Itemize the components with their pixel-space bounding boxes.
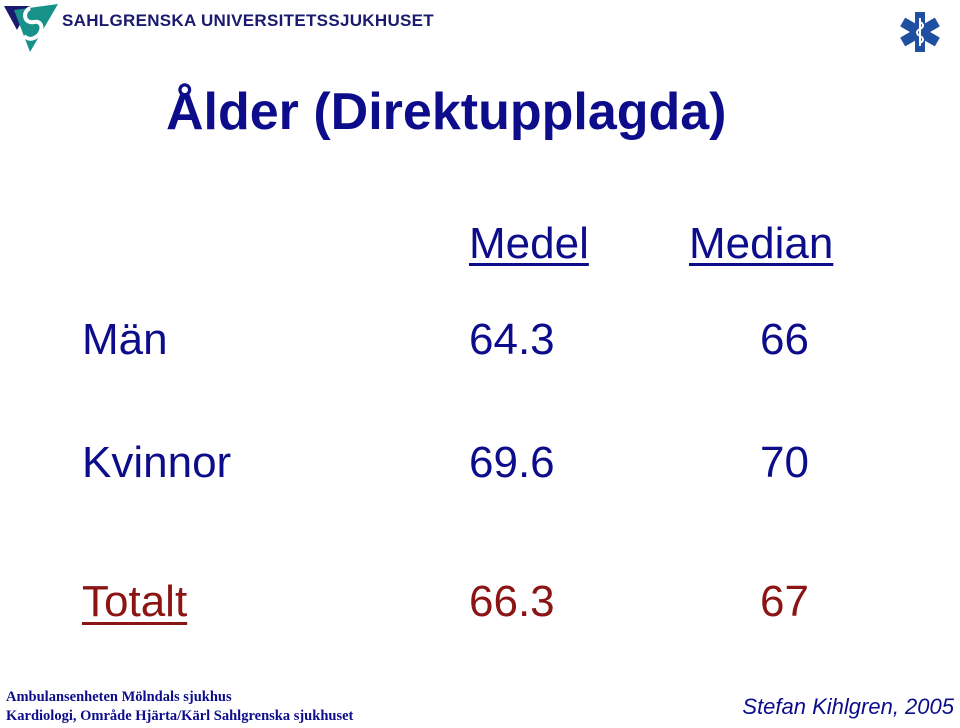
row-label-totalt: Totalt — [82, 577, 188, 626]
column-header-medel: Medel — [469, 219, 589, 268]
cell-median-totalt: 67 — [760, 577, 809, 626]
footer-author: Stefan Kihlgren, 2005 — [742, 694, 954, 719]
cell-medel-totalt: 66.3 — [469, 577, 555, 626]
footer-line-1: Ambulansenheten Mölndals sjukhus — [6, 689, 232, 705]
row-label-kvinnor: Kvinnor — [82, 438, 232, 487]
footer-line-2: Kardiologi, Område Hjärta/Kärl Sahlgrens… — [6, 708, 354, 724]
star-of-life-icon — [900, 12, 940, 52]
page-title: Ålder (Direktupplagda) — [166, 83, 727, 141]
sahlgrenska-logo-icon — [4, 4, 58, 52]
cell-medel-kvinnor: 69.6 — [469, 438, 555, 487]
column-header-median: Median — [689, 219, 834, 268]
footer-affiliation: Ambulansenheten Mölndals sjukhus Kardiol… — [6, 688, 353, 726]
row-label-man: Män — [82, 315, 168, 364]
cell-median-kvinnor: 70 — [760, 438, 809, 487]
cell-medel-man: 64.3 — [469, 315, 555, 364]
cell-median-man: 66 — [760, 315, 809, 364]
org-name: SAHLGRENSKA UNIVERSITETSSJUKHUSET — [62, 11, 434, 30]
